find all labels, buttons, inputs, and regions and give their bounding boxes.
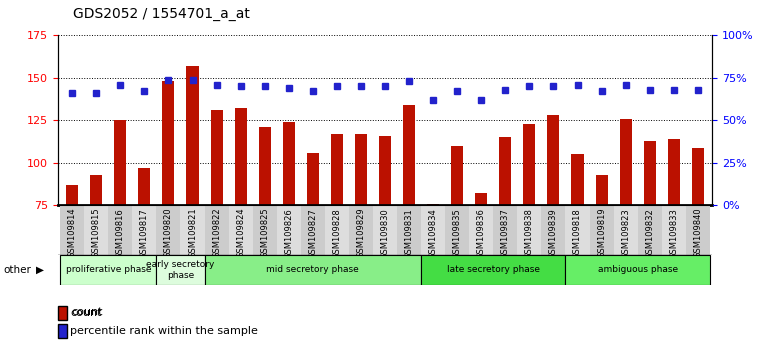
Text: proliferative phase: proliferative phase [65,266,151,274]
Bar [66,185,79,205]
Text: percentile rank within the sample: percentile rank within the sample [70,326,258,336]
Text: mid secretory phase: mid secretory phase [266,266,359,274]
Text: GSM109830: GSM109830 [380,208,390,258]
Bar [571,154,584,205]
Text: GSM109831: GSM109831 [404,208,413,258]
Bar [499,137,511,205]
Text: GSM109824: GSM109824 [236,208,245,258]
Bar [620,119,631,205]
Text: GSM109821: GSM109821 [188,208,197,258]
Bar [229,205,253,255]
Bar [427,204,439,205]
Text: GSM109819: GSM109819 [597,208,606,258]
Bar [235,108,246,205]
Text: GSM109832: GSM109832 [645,208,654,258]
Text: GSM109815: GSM109815 [92,208,101,258]
Text: GSM109829: GSM109829 [357,208,366,258]
Bar [259,127,271,205]
Bar [355,134,367,205]
Bar [283,122,295,205]
Bar [276,205,301,255]
Bar [325,205,349,255]
Bar [517,205,541,255]
Text: GSM109816: GSM109816 [116,208,125,258]
Text: GSM109827: GSM109827 [308,208,317,258]
Text: late secretory phase: late secretory phase [447,266,540,274]
Text: GDS2052 / 1554701_a_at: GDS2052 / 1554701_a_at [73,7,250,21]
Bar [565,255,710,285]
Text: GSM109838: GSM109838 [525,208,534,259]
Bar [90,175,102,205]
Bar [595,175,608,205]
Bar [205,205,229,255]
Bar [349,205,373,255]
Bar [132,205,156,255]
Bar [541,205,565,255]
Bar [668,139,680,205]
Text: GSM109814: GSM109814 [68,208,77,258]
Bar [403,105,415,205]
Bar [686,205,710,255]
Bar [373,205,397,255]
Text: GSM109825: GSM109825 [260,208,269,258]
Text: GSM109840: GSM109840 [693,208,702,258]
Bar [451,146,464,205]
Text: GSM109820: GSM109820 [164,208,173,258]
Text: ambiguous phase: ambiguous phase [598,266,678,274]
Bar [469,205,494,255]
Text: GSM109833: GSM109833 [669,208,678,259]
Bar [494,205,517,255]
Text: GSM109817: GSM109817 [140,208,149,258]
Bar [60,255,156,285]
Bar [614,205,638,255]
Text: GSM109828: GSM109828 [333,208,341,258]
Bar [139,168,150,205]
Bar [524,124,535,205]
Bar [638,205,661,255]
Bar [180,205,205,255]
Bar [331,134,343,205]
Bar [210,110,223,205]
Bar [301,205,325,255]
Bar [661,205,686,255]
Text: GSM109835: GSM109835 [453,208,462,258]
Bar [565,205,590,255]
Bar [421,205,445,255]
Text: GSM109823: GSM109823 [621,208,630,258]
Bar [109,205,132,255]
Bar [306,153,319,205]
Text: GSM109839: GSM109839 [549,208,558,258]
Bar [84,205,109,255]
Text: GSM109822: GSM109822 [212,208,221,258]
Bar [691,148,704,205]
Bar [644,141,656,205]
Bar [60,205,84,255]
Text: early secretory
phase: early secretory phase [146,260,215,280]
Bar [379,136,391,205]
Bar [253,205,276,255]
Text: other: other [4,265,32,275]
Bar [156,255,205,285]
Bar [114,120,126,205]
Bar [590,205,614,255]
Text: GSM109834: GSM109834 [429,208,437,258]
Bar [547,115,560,205]
Bar [445,205,469,255]
Bar [186,66,199,205]
Bar [205,255,421,285]
Text: GSM109837: GSM109837 [500,208,510,259]
Bar [397,205,421,255]
Bar [421,255,565,285]
Bar [156,205,180,255]
Text: GSM109836: GSM109836 [477,208,486,259]
Text: GSM109826: GSM109826 [284,208,293,258]
Bar [475,193,487,205]
Text: count: count [70,308,102,318]
Bar [162,81,175,205]
Text: count: count [72,307,103,316]
Text: ▶: ▶ [36,265,44,275]
Text: GSM109818: GSM109818 [573,208,582,258]
